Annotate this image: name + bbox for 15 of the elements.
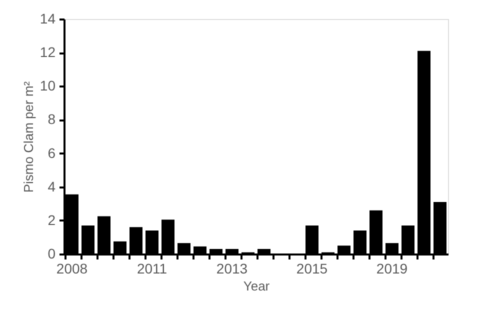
- y-axis-title: Pismo Clam per m²: [20, 80, 36, 193]
- y-tick-label: 14: [40, 10, 56, 26]
- x-tick-label: 2013: [216, 260, 248, 276]
- x-tick-label: 2015: [296, 260, 328, 276]
- y-tick-label: 10: [40, 78, 56, 94]
- x-tick-label: 2008: [56, 260, 88, 276]
- y-tick-label: 6: [48, 144, 56, 161]
- x-tick-label: 2011: [136, 260, 168, 276]
- y-tick-label: 8: [48, 111, 56, 128]
- y-tick-label: 2: [48, 212, 56, 228]
- y-tick-label: 0: [48, 246, 56, 262]
- y-tick-label: 4: [48, 178, 56, 194]
- x-axis-title: Year: [243, 278, 270, 294]
- y-tick-label: 12: [40, 44, 56, 60]
- x-tick-label: 2019: [376, 260, 408, 276]
